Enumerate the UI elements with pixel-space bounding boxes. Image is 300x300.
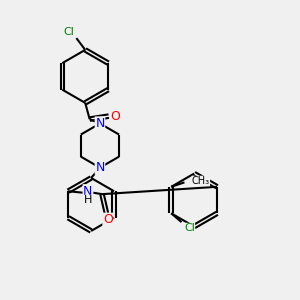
Text: CH₃: CH₃: [192, 176, 210, 186]
Text: N: N: [83, 185, 93, 198]
Text: Cl: Cl: [184, 223, 195, 233]
Text: O: O: [110, 110, 120, 123]
Text: H: H: [84, 195, 92, 205]
Text: O: O: [103, 213, 113, 226]
Text: N: N: [95, 161, 105, 174]
Text: N: N: [95, 117, 105, 130]
Text: Cl: Cl: [64, 27, 74, 37]
